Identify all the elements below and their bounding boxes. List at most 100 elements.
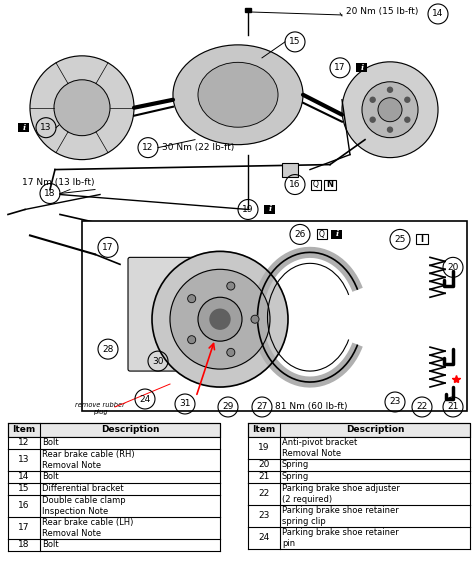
Text: 19: 19 <box>258 443 270 453</box>
Bar <box>248 459 470 471</box>
Circle shape <box>188 336 196 344</box>
Text: Item: Item <box>12 425 36 434</box>
Text: i: i <box>336 230 338 238</box>
Text: Q: Q <box>313 180 319 189</box>
Text: 16: 16 <box>289 180 301 189</box>
Text: I: I <box>420 235 423 244</box>
Text: Description: Description <box>346 425 404 434</box>
Text: 17: 17 <box>334 63 346 72</box>
Text: Parking brake shoe adjuster
(2 required): Parking brake shoe adjuster (2 required) <box>282 484 400 504</box>
Text: Rear brake cable (LH)
Removal Note: Rear brake cable (LH) Removal Note <box>42 518 133 538</box>
Bar <box>311 180 321 189</box>
Text: Double cable clamp
Inspection Note: Double cable clamp Inspection Note <box>42 496 126 516</box>
Text: Description: Description <box>101 425 159 434</box>
Bar <box>8 437 220 449</box>
Text: 25: 25 <box>394 235 406 244</box>
Bar <box>356 63 367 72</box>
Bar <box>8 495 220 517</box>
Bar <box>248 483 470 505</box>
Bar <box>248 505 470 527</box>
Text: 23: 23 <box>258 511 270 520</box>
Circle shape <box>405 97 410 102</box>
Bar <box>248 423 470 437</box>
Circle shape <box>227 348 235 356</box>
Text: 26: 26 <box>294 230 306 239</box>
Text: 19: 19 <box>242 205 254 214</box>
Text: Differential bracket: Differential bracket <box>42 484 124 494</box>
Text: Item: Item <box>252 425 275 434</box>
Text: 13: 13 <box>40 123 52 132</box>
Circle shape <box>388 127 392 132</box>
Text: Anti-pivot bracket
Removal Note: Anti-pivot bracket Removal Note <box>282 438 357 458</box>
Text: 14: 14 <box>18 473 30 482</box>
Text: i: i <box>22 124 26 132</box>
Circle shape <box>388 87 392 92</box>
Circle shape <box>198 298 242 341</box>
Bar <box>324 180 336 189</box>
Text: 20: 20 <box>447 263 459 272</box>
Text: Bolt: Bolt <box>42 540 59 549</box>
Circle shape <box>342 62 438 157</box>
Text: 16: 16 <box>18 502 30 511</box>
Text: 30: 30 <box>152 357 164 365</box>
Text: 20: 20 <box>258 461 270 470</box>
Text: Spring: Spring <box>282 473 309 482</box>
Text: Parking brake shoe retainer
pin: Parking brake shoe retainer pin <box>282 528 399 548</box>
Text: 31: 31 <box>179 400 191 409</box>
Text: 17: 17 <box>18 523 30 532</box>
Circle shape <box>30 56 134 160</box>
Text: remove rubber
plug: remove rubber plug <box>75 402 125 415</box>
Bar <box>82 222 467 411</box>
Text: 18: 18 <box>44 189 56 198</box>
Text: 29: 29 <box>222 402 234 412</box>
Text: 21: 21 <box>447 402 459 412</box>
Circle shape <box>251 315 259 323</box>
FancyBboxPatch shape <box>128 258 207 371</box>
Bar <box>8 423 220 437</box>
Text: 30 Nm (22 lb-ft): 30 Nm (22 lb-ft) <box>162 143 234 152</box>
Circle shape <box>405 117 410 122</box>
Text: 13: 13 <box>18 455 30 465</box>
Bar <box>264 205 275 214</box>
Text: i: i <box>268 205 272 214</box>
Text: 81 Nm (60 lb-ft): 81 Nm (60 lb-ft) <box>275 402 347 412</box>
Circle shape <box>188 295 196 303</box>
Text: Bolt: Bolt <box>42 473 59 482</box>
Text: 15: 15 <box>289 38 301 46</box>
Text: 18: 18 <box>18 540 30 549</box>
Text: 17: 17 <box>102 243 114 252</box>
Text: 20 Nm (15 lb-ft): 20 Nm (15 lb-ft) <box>346 7 419 17</box>
Bar <box>8 517 220 539</box>
Text: 24: 24 <box>139 394 151 404</box>
Bar <box>331 230 343 239</box>
Bar <box>8 449 220 471</box>
Text: N: N <box>327 180 334 189</box>
Bar <box>416 234 428 245</box>
Text: 22: 22 <box>416 402 428 412</box>
Text: 24: 24 <box>258 534 270 543</box>
Text: Parking brake shoe retainer
spring clip: Parking brake shoe retainer spring clip <box>282 506 399 526</box>
Text: 22: 22 <box>258 490 270 499</box>
Bar <box>248 437 470 459</box>
Text: 23: 23 <box>389 397 401 406</box>
Circle shape <box>210 309 230 329</box>
Text: Q: Q <box>319 230 325 239</box>
Text: Rear brake cable (RH)
Removal Note: Rear brake cable (RH) Removal Note <box>42 450 135 470</box>
Text: 12: 12 <box>142 143 154 152</box>
Circle shape <box>378 98 402 122</box>
Circle shape <box>152 251 288 387</box>
Text: 15: 15 <box>18 484 30 494</box>
Circle shape <box>362 82 418 138</box>
Bar <box>248 471 470 483</box>
Circle shape <box>54 80 110 136</box>
Text: 27: 27 <box>256 402 268 412</box>
Circle shape <box>170 270 270 369</box>
Circle shape <box>370 117 375 122</box>
Bar <box>282 162 298 177</box>
Bar <box>245 8 251 12</box>
Bar <box>8 483 220 495</box>
Circle shape <box>227 282 235 290</box>
Ellipse shape <box>173 45 303 145</box>
Bar <box>8 471 220 483</box>
Ellipse shape <box>198 62 278 127</box>
